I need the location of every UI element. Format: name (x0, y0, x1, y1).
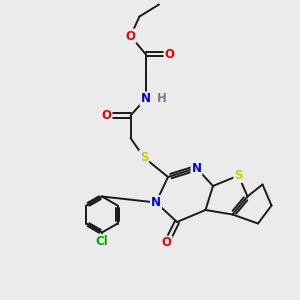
Text: Cl: Cl (96, 235, 108, 248)
Text: O: O (125, 29, 136, 43)
Text: O: O (164, 47, 175, 61)
Text: S: S (234, 169, 243, 182)
Text: O: O (161, 236, 172, 250)
Text: N: N (140, 92, 151, 106)
Text: H: H (157, 92, 167, 106)
Text: S: S (140, 151, 148, 164)
Text: N: N (151, 196, 161, 209)
Text: N: N (191, 161, 202, 175)
Text: O: O (101, 109, 112, 122)
